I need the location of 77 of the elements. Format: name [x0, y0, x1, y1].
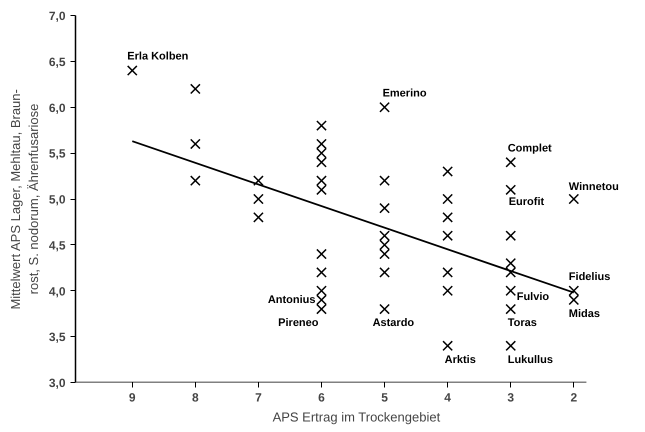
point: [316, 304, 327, 314]
point: [505, 340, 516, 352]
point: [505, 267, 516, 278]
point: [379, 202, 390, 214]
point: [442, 212, 453, 223]
point: [505, 258, 516, 269]
point: [316, 138, 327, 150]
point: [316, 285, 327, 296]
annotation: Erla Kolben: [127, 50, 189, 63]
point: [379, 230, 390, 242]
point: [379, 304, 390, 314]
annotation: Emerino: [382, 87, 427, 100]
point: [568, 285, 580, 296]
point: [316, 294, 327, 306]
point: [253, 194, 264, 204]
x-axis-title: APS Ertrag im Trockengebiet: [272, 410, 441, 424]
annotation: Antonius: [268, 294, 316, 306]
point: [505, 285, 516, 296]
point: [253, 175, 264, 186]
x-tick-label: 9: [128, 390, 136, 404]
point: [505, 230, 516, 242]
annotation: Arktis: [444, 354, 476, 366]
point: [505, 184, 516, 196]
point: [568, 294, 580, 306]
y-axis-title: Mittelwert APS Lager, Mehltau, Braun- rost, S. nodorum, Ährenfusariose: [8, 89, 41, 310]
annotation: Winnetou: [568, 181, 619, 193]
point: [442, 166, 453, 177]
x-tick-label: 2: [570, 390, 578, 404]
point: [442, 194, 453, 204]
y-tick-label: 3,5: [48, 330, 66, 344]
point: [126, 65, 138, 76]
point: [316, 175, 327, 186]
point: [190, 138, 201, 150]
annotation: Astardo: [372, 317, 414, 330]
point: [190, 175, 201, 186]
annotation: Eurofit: [508, 196, 544, 208]
y-tick-label: 5,5: [48, 146, 66, 161]
point: [568, 194, 580, 204]
y-tick-label: 3,0: [48, 376, 66, 390]
point: [316, 184, 327, 196]
point: [505, 304, 516, 314]
point: [505, 156, 516, 168]
point: [442, 285, 453, 296]
y-tick-label: 6,0: [48, 100, 66, 115]
x-tick-label: 7: [255, 390, 262, 404]
x-tick-label: 6: [318, 390, 326, 404]
point: [316, 120, 327, 131]
x-tick-label: 5: [381, 390, 388, 404]
point: [442, 230, 453, 242]
point: [316, 267, 327, 278]
point: [316, 156, 327, 168]
x-tick-label: 4: [444, 390, 452, 404]
y-tick-label: 4,5: [48, 238, 66, 252]
annotation: Lukullus: [508, 354, 553, 366]
point: [379, 175, 390, 186]
point: [379, 102, 390, 113]
point: [442, 267, 453, 278]
point: [379, 248, 390, 260]
annotation: Fidelius: [568, 270, 610, 283]
point: [379, 240, 390, 250]
point: [190, 84, 201, 94]
y-tick-label: 5,0: [48, 192, 66, 206]
point: [316, 248, 327, 260]
annotation: Toras: [508, 317, 537, 330]
annotation: Pireneo: [278, 317, 319, 330]
point: [316, 148, 327, 158]
x-tick-label: 8: [192, 390, 200, 404]
annotation: Midas: [568, 308, 600, 320]
y-tick-label: 6,5: [48, 54, 66, 69]
point: [379, 267, 390, 278]
x-tick-label: 3: [507, 390, 514, 404]
annotation: Fulvio: [516, 290, 550, 303]
y-tick-label: 4,0: [48, 284, 66, 298]
y-tick-label: 7,0: [48, 9, 66, 23]
point: [442, 340, 453, 352]
annotation: Complet: [508, 142, 552, 154]
point: [253, 212, 264, 223]
